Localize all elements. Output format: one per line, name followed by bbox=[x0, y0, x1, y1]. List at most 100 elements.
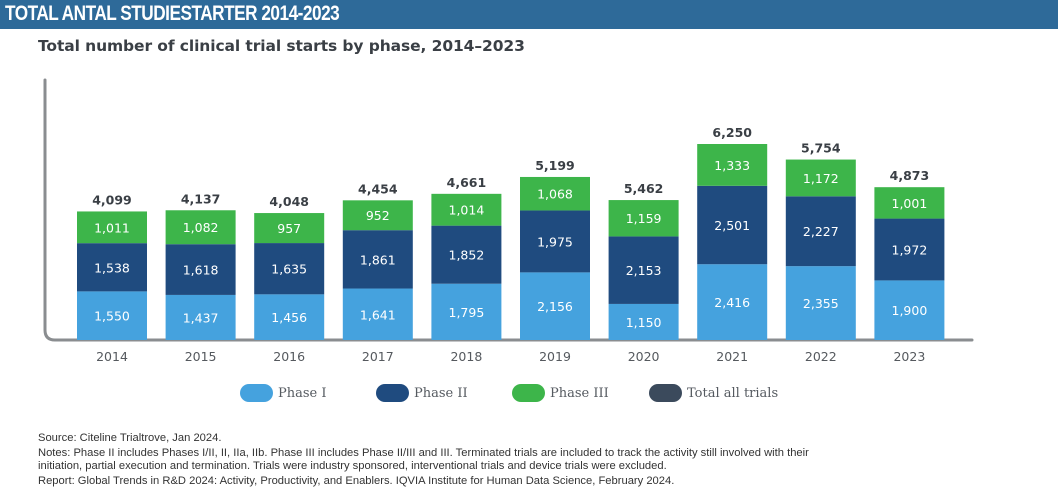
bar-phase3-2018 bbox=[431, 193, 502, 226]
total-label-2016: 4,048 bbox=[269, 194, 309, 209]
bar-phase2-2017 bbox=[342, 230, 413, 289]
segment-label-phase2-2015: 1,618 bbox=[183, 263, 219, 278]
segment-label-phase1-2020: 1,150 bbox=[626, 315, 662, 330]
segment-label-phase1-2021: 2,416 bbox=[714, 295, 750, 310]
segment-label-phase2-2018: 1,852 bbox=[449, 248, 485, 263]
segment-label-phase1-2015: 1,437 bbox=[183, 310, 219, 325]
segment-label-phase1-2019: 2,156 bbox=[537, 299, 573, 314]
legend-label-total: Total all trials bbox=[687, 385, 779, 401]
segment-label-phase2-2017: 1,861 bbox=[360, 252, 396, 267]
bar-phase2-2016 bbox=[254, 243, 325, 295]
bar-phase3-2022 bbox=[785, 159, 856, 197]
segment-label-phase2-2022: 2,227 bbox=[803, 224, 839, 239]
bar-phase3-2019 bbox=[520, 176, 590, 211]
segment-label-phase2-2023: 1,972 bbox=[892, 242, 928, 257]
segment-label-phase2-2014: 1,538 bbox=[94, 260, 130, 275]
legend-label-phase-1: Phase I bbox=[278, 385, 327, 401]
segment-label-phase3-2015: 1,082 bbox=[183, 220, 219, 235]
legend-swatch-total bbox=[649, 384, 682, 402]
legend-item-phase-2: Phase II bbox=[376, 382, 468, 404]
header-banner: TOTAL ANTAL STUDIESTARTER 2014-2023 bbox=[0, 0, 1058, 29]
total-label-2015: 4,137 bbox=[181, 191, 221, 206]
bar-phase2-2021 bbox=[697, 185, 768, 265]
segment-label-phase3-2022: 1,172 bbox=[803, 171, 839, 186]
bar-phase3-2020 bbox=[608, 200, 679, 237]
report-note: Report: Global Trends in R&D 2024: Activ… bbox=[38, 474, 675, 487]
legend-swatch-phase-2 bbox=[376, 384, 409, 402]
bar-phase1-2014 bbox=[77, 291, 147, 340]
total-label-2019: 5,199 bbox=[535, 158, 575, 173]
bar-phase2-2014 bbox=[77, 243, 147, 292]
segment-label-phase2-2016: 1,635 bbox=[271, 262, 307, 277]
segment-label-phase3-2014: 1,011 bbox=[94, 220, 130, 235]
chart-title: Total number of clinical trial starts by… bbox=[38, 37, 525, 55]
segment-label-phase3-2019: 1,068 bbox=[537, 187, 573, 202]
bar-phase1-2023 bbox=[874, 280, 945, 340]
x-tick-labels-group: 2014 2015 2016 2017 2018 2019 2020 2021 2022 2023 bbox=[96, 349, 925, 364]
total-label-2020: 5,462 bbox=[624, 181, 664, 196]
bar-phase3-2014 bbox=[77, 211, 147, 244]
segment-label-phase3-2021: 1,333 bbox=[714, 158, 750, 173]
legend-swatch-phase-3 bbox=[512, 384, 545, 402]
segment-label-phase2-2020: 2,153 bbox=[626, 263, 662, 278]
legend-item-total: Total all trials bbox=[649, 382, 778, 404]
bar-phase2-2015 bbox=[165, 244, 236, 295]
x-tick-2016: 2016 bbox=[273, 349, 305, 364]
bar-phase2-2018 bbox=[431, 225, 502, 284]
x-tick-2017: 2017 bbox=[362, 349, 394, 364]
bar-phase3-2017 bbox=[342, 200, 413, 231]
x-tick-2019: 2019 bbox=[539, 349, 571, 364]
segment-label-phase1-2018: 1,795 bbox=[449, 305, 485, 320]
axis-frame bbox=[43, 78, 974, 342]
segment-label-phase3-2020: 1,159 bbox=[626, 211, 662, 226]
notes-line-1: Notes: Phase II includes Phases I/II, II… bbox=[38, 446, 809, 459]
bar-phase1-2017 bbox=[342, 288, 413, 340]
segment-label-phase1-2022: 2,355 bbox=[803, 296, 839, 311]
footnotes: Source: Citeline Trialtrove, Jan 2024. N… bbox=[38, 432, 1028, 488]
segment-label-phase1-2023: 1,900 bbox=[892, 303, 928, 318]
segment-label-phase3-2023: 1,001 bbox=[892, 196, 928, 211]
bar-phase1-2015 bbox=[165, 294, 236, 340]
source-note: Source: Citeline Trialtrove, Jan 2024. bbox=[38, 432, 222, 444]
total-labels-group: 4,099 4,137 4,048 4,454 4,661 5,199 5,462 6,250… bbox=[92, 125, 929, 209]
bar-phase1-2018 bbox=[431, 283, 502, 340]
total-label-2021: 6,250 bbox=[712, 125, 752, 140]
segment-label-phase1-2016: 1,456 bbox=[271, 310, 307, 325]
bar-phase2-2023 bbox=[874, 218, 945, 281]
bar-phase2-2022 bbox=[785, 196, 856, 267]
bar-phase3-2021 bbox=[697, 144, 768, 186]
legend-item-phase-1: Phase I bbox=[240, 382, 327, 404]
banner-title: TOTAL ANTAL STUDIESTARTER 2014-2023 bbox=[5, 2, 340, 25]
x-tick-2023: 2023 bbox=[893, 349, 925, 364]
total-label-2018: 4,661 bbox=[447, 175, 487, 190]
bars-group bbox=[77, 144, 945, 340]
segment-label-phase1-2014: 1,550 bbox=[94, 309, 130, 324]
bar-phase1-2022 bbox=[785, 266, 856, 340]
segment-label-phase3-2018: 1,014 bbox=[449, 203, 485, 218]
bar-phase2-2020 bbox=[608, 236, 679, 304]
total-label-2017: 4,454 bbox=[358, 181, 398, 196]
bar-phase3-2015 bbox=[165, 210, 236, 245]
segment-label-phase3-2017: 952 bbox=[366, 208, 390, 223]
segment-label-phase2-2021: 2,501 bbox=[714, 218, 750, 233]
x-tick-2022: 2022 bbox=[805, 349, 837, 364]
bar-phase1-2019 bbox=[520, 272, 590, 340]
bar-phase2-2019 bbox=[520, 210, 590, 273]
legend-item-phase-3: Phase III bbox=[512, 382, 609, 404]
total-label-2014: 4,099 bbox=[92, 192, 132, 207]
x-tick-2020: 2020 bbox=[628, 349, 660, 364]
total-label-2022: 5,754 bbox=[801, 141, 841, 156]
bar-phase3-2023 bbox=[874, 187, 945, 219]
legend-label-phase-3: Phase III bbox=[550, 385, 609, 401]
notes-line-2: initiation, partial execution and termin… bbox=[38, 460, 667, 472]
segment-label-phase2-2019: 1,975 bbox=[537, 234, 573, 249]
x-tick-2014: 2014 bbox=[96, 349, 128, 364]
bar-phase1-2020 bbox=[608, 303, 679, 340]
segment-label-phase3-2016: 957 bbox=[277, 221, 301, 236]
bar-phase1-2021 bbox=[697, 264, 768, 340]
legend-label-phase-2: Phase II bbox=[414, 385, 468, 401]
x-tick-2018: 2018 bbox=[450, 349, 482, 364]
legend-swatch-phase-1 bbox=[240, 384, 273, 402]
bar-phase1-2016 bbox=[254, 294, 325, 340]
segment-labels-group: 1,550 1,538 1,011 1,437 1,618 1,082 1,456 1,635… bbox=[94, 158, 927, 330]
